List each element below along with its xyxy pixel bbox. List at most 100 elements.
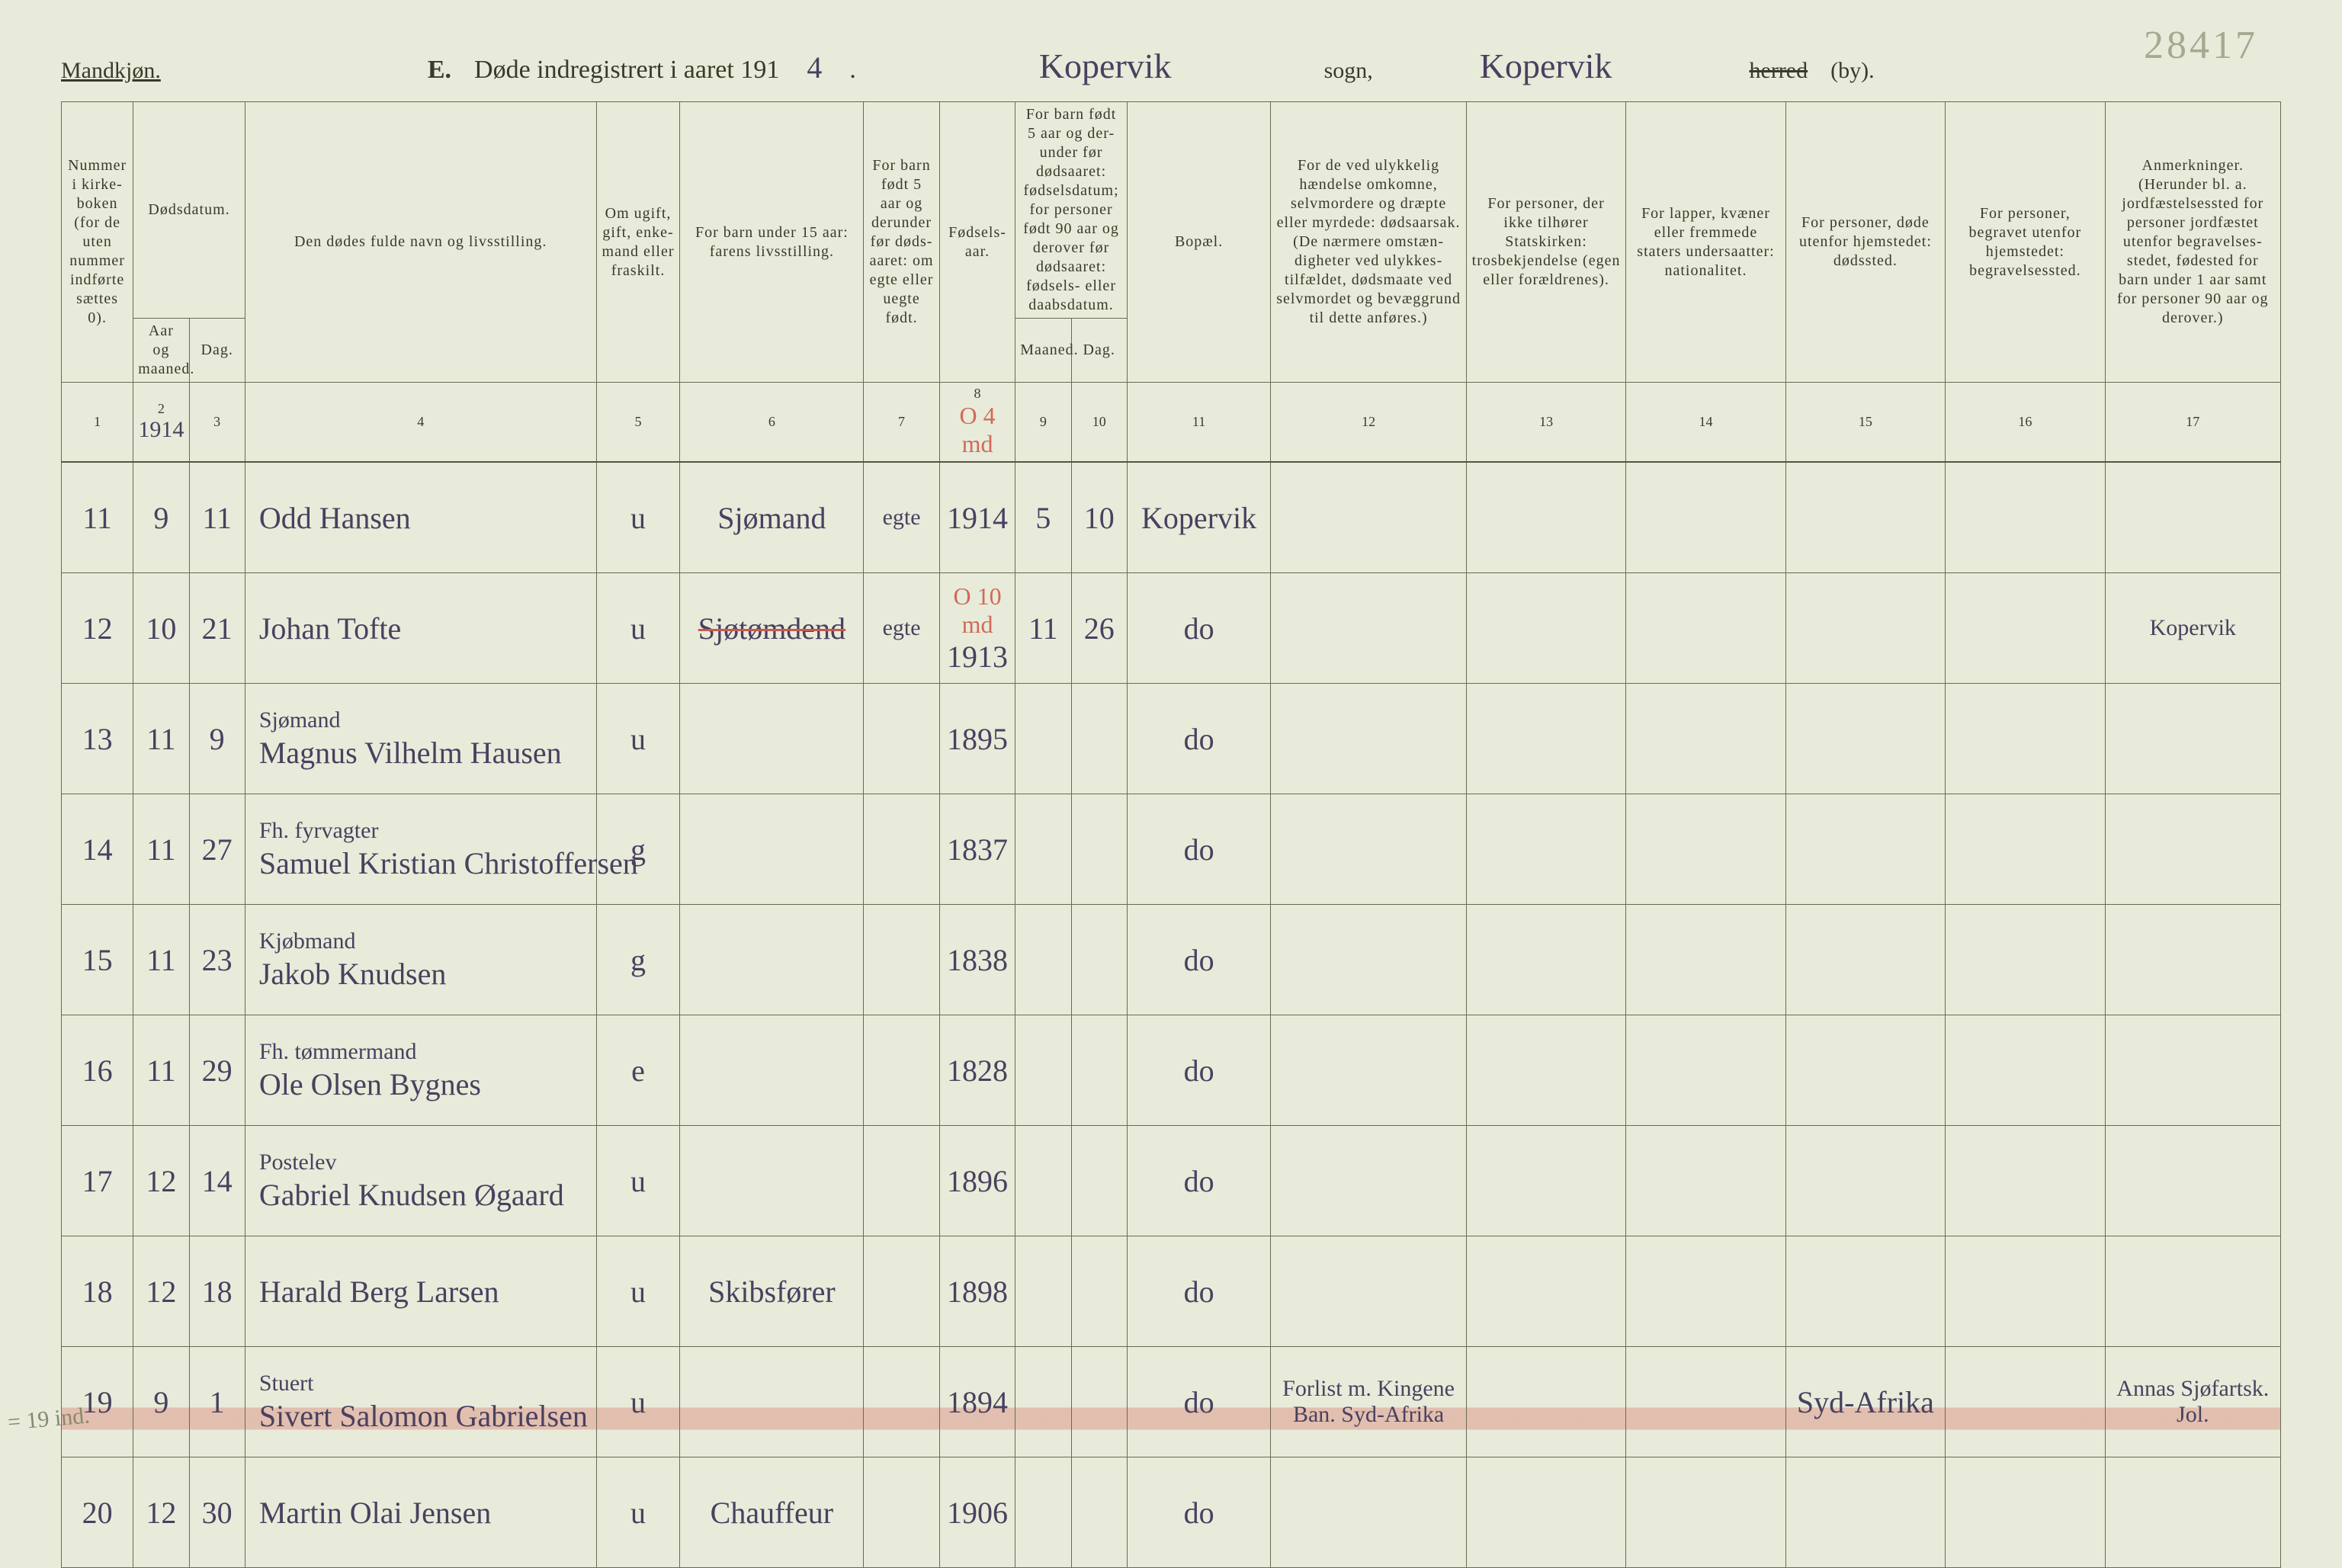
cell: Syd-Afrika [1785,1347,1945,1457]
cell: 19 [62,1347,133,1457]
cell: 1838 [939,905,1015,1015]
cell: Kopervik [1127,462,1270,573]
cell: PostelevGabriel Knudsen Øgaard [245,1126,596,1236]
cell: do [1127,1457,1270,1568]
page-number-pencil: 28417 [2144,23,2258,68]
cell: egte [864,573,939,684]
cell [2105,684,2280,794]
table-row: 11911Odd HansenuSjømandegte1914510Koperv… [62,462,2281,573]
cell: 1914 [939,462,1015,573]
cell: 18 [62,1236,133,1347]
cell [1785,1457,1945,1568]
sogn-label: sogn, [1324,58,1373,84]
cell: do [1127,1015,1270,1126]
cell [1466,684,1625,794]
cell: egte [864,462,939,573]
col-1-head: Nummer i kirke- boken (for de uten numme… [62,102,133,383]
section-letter: E. [428,56,451,85]
cell [2105,905,2280,1015]
cell [1271,1126,1467,1236]
cell [1015,1457,1071,1568]
cell [1271,1457,1467,1568]
col-10-head: Dag. [1071,319,1127,383]
col-8-head: Fødsels- aar. [939,102,1015,383]
cell [1466,1347,1625,1457]
red-note-4md: O 4 md [945,402,1010,458]
col-23-top: Dødsdatum. [133,102,245,319]
cell: O 10 md1913 [939,573,1015,684]
cell [1466,573,1625,684]
cell: 23 [189,905,245,1015]
cell: 1906 [939,1457,1015,1568]
col-6-head: For barn under 15 aar: farens livsstilli… [680,102,864,383]
cell [1271,684,1467,794]
cell [864,1126,939,1236]
cell: 12 [133,1457,189,1568]
cell: 21 [189,573,245,684]
col-9-head: Maaned. [1015,319,1071,383]
cell [1626,1457,1785,1568]
cell: 14 [189,1126,245,1236]
cell: Johan Tofte [245,573,596,684]
cell: do [1127,573,1270,684]
cell [1271,794,1467,905]
cell: Sjøtømdend [680,573,864,684]
col-910-top: For barn født 5 aar og der- under før dø… [1015,102,1128,319]
cell: 1894 [939,1347,1015,1457]
colnum: 2 1914 [133,383,189,463]
cell [1466,462,1625,573]
cell [1271,1236,1467,1347]
cell [2105,1015,2280,1126]
cell [1071,1236,1127,1347]
cell [1015,1126,1071,1236]
cell: 11 [133,905,189,1015]
table-row: 13119SjømandMagnus Vilhelm Hausenu1895do [62,684,2281,794]
cell [680,794,864,905]
cell [1785,1236,1945,1347]
cell [1466,1457,1625,1568]
table-row: 171214PostelevGabriel Knudsen Øgaardu189… [62,1126,2281,1236]
cell: 27 [189,794,245,905]
cell: u [596,684,680,794]
cell: do [1127,1236,1270,1347]
cell [864,1236,939,1347]
cell [1271,905,1467,1015]
cell: 1837 [939,794,1015,905]
colnum: 3 [189,383,245,463]
col-14-head: For lapper, kvæner eller fremmede stater… [1626,102,1785,383]
col-7-head: For barn født 5 aar og derunder før døds… [864,102,939,383]
colnum: 4 [245,383,596,463]
cell [864,1457,939,1568]
cell [680,1126,864,1236]
colnum: 12 [1271,383,1467,463]
cell [1626,1347,1785,1457]
col-4-head: Den dødes fulde navn og livsstilling. [245,102,596,383]
cell [2105,1236,2280,1347]
cell: 10 [1071,462,1127,573]
colnum: 16 [1946,383,2105,463]
cell [1946,684,2105,794]
cell [1785,1126,1945,1236]
cell [1946,1347,2105,1457]
cell: Fh. fyrvagterSamuel Kristian Christoffer… [245,794,596,905]
cell: Odd Hansen [245,462,596,573]
cell [1071,1347,1127,1457]
table-row: 151123KjøbmandJakob Knudseng1838do [62,905,2281,1015]
cell [1626,1126,1785,1236]
cell: Fh. tømmermandOle Olsen Bygnes [245,1015,596,1126]
col-5-head: Om ugift, gift, enke- mand eller fraskil… [596,102,680,383]
cell: 9 [189,684,245,794]
colnum: 1 [62,383,133,463]
cell [1946,905,2105,1015]
cell [1946,462,2105,573]
cell: 12 [62,573,133,684]
table-row: 121021Johan TofteuSjøtømdendegteO 10 md1… [62,573,2281,684]
cell [1626,684,1785,794]
colnum: 11 [1127,383,1270,463]
cell: 1828 [939,1015,1015,1126]
colnum: 8 O 4 md [939,383,1015,463]
cell [1626,905,1785,1015]
cell [2105,1126,2280,1236]
cell: 13 [62,684,133,794]
colnum: 10 [1071,383,1127,463]
